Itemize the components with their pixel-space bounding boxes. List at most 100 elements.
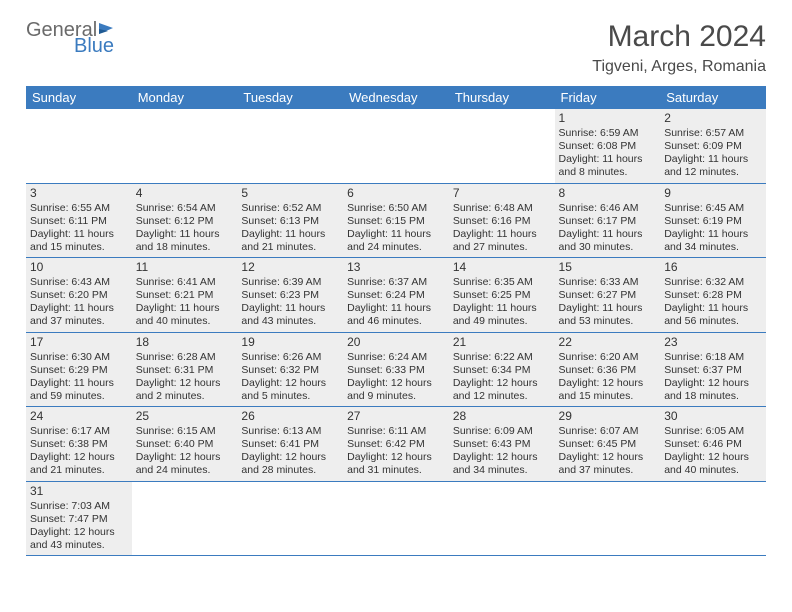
calendar-day-cell: 28Sunrise: 6:09 AMSunset: 6:43 PMDayligh… bbox=[449, 407, 555, 482]
daylight-text: Daylight: 12 hours and 9 minutes. bbox=[347, 377, 445, 403]
day-number: 29 bbox=[559, 409, 657, 424]
sunset-text: Sunset: 6:23 PM bbox=[241, 289, 339, 302]
daylight-text: Daylight: 12 hours and 37 minutes. bbox=[559, 451, 657, 477]
sunset-text: Sunset: 6:33 PM bbox=[347, 364, 445, 377]
calendar-day-cell: 4Sunrise: 6:54 AMSunset: 6:12 PMDaylight… bbox=[132, 183, 238, 258]
daylight-text: Daylight: 11 hours and 46 minutes. bbox=[347, 302, 445, 328]
day-number: 17 bbox=[30, 335, 128, 350]
day-number: 27 bbox=[347, 409, 445, 424]
daylight-text: Daylight: 11 hours and 56 minutes. bbox=[664, 302, 762, 328]
day-number: 18 bbox=[136, 335, 234, 350]
sunset-text: Sunset: 6:31 PM bbox=[136, 364, 234, 377]
daylight-text: Daylight: 12 hours and 40 minutes. bbox=[664, 451, 762, 477]
day-number: 12 bbox=[241, 260, 339, 275]
day-number: 3 bbox=[30, 186, 128, 201]
calendar-day-cell: 27Sunrise: 6:11 AMSunset: 6:42 PMDayligh… bbox=[343, 407, 449, 482]
sunset-text: Sunset: 6:08 PM bbox=[559, 140, 657, 153]
daylight-text: Daylight: 11 hours and 15 minutes. bbox=[30, 228, 128, 254]
sunset-text: Sunset: 6:45 PM bbox=[559, 438, 657, 451]
sunset-text: Sunset: 6:42 PM bbox=[347, 438, 445, 451]
sunrise-text: Sunrise: 6:33 AM bbox=[559, 276, 657, 289]
day-number: 28 bbox=[453, 409, 551, 424]
sunset-text: Sunset: 6:34 PM bbox=[453, 364, 551, 377]
sunset-text: Sunset: 6:38 PM bbox=[30, 438, 128, 451]
daylight-text: Daylight: 12 hours and 18 minutes. bbox=[664, 377, 762, 403]
calendar-day-cell: 1Sunrise: 6:59 AMSunset: 6:08 PMDaylight… bbox=[555, 109, 661, 183]
calendar-day-cell: 29Sunrise: 6:07 AMSunset: 6:45 PMDayligh… bbox=[555, 407, 661, 482]
sunrise-text: Sunrise: 6:07 AM bbox=[559, 425, 657, 438]
calendar-day-cell bbox=[343, 481, 449, 556]
sunrise-text: Sunrise: 6:43 AM bbox=[30, 276, 128, 289]
calendar-day-cell: 21Sunrise: 6:22 AMSunset: 6:34 PMDayligh… bbox=[449, 332, 555, 407]
sunset-text: Sunset: 6:15 PM bbox=[347, 215, 445, 228]
calendar-day-cell: 26Sunrise: 6:13 AMSunset: 6:41 PMDayligh… bbox=[237, 407, 343, 482]
calendar-day-cell bbox=[132, 481, 238, 556]
sunset-text: Sunset: 6:11 PM bbox=[30, 215, 128, 228]
sunrise-text: Sunrise: 6:50 AM bbox=[347, 202, 445, 215]
day-number: 25 bbox=[136, 409, 234, 424]
daylight-text: Daylight: 11 hours and 8 minutes. bbox=[559, 153, 657, 179]
sunset-text: Sunset: 6:27 PM bbox=[559, 289, 657, 302]
sunrise-text: Sunrise: 6:57 AM bbox=[664, 127, 762, 140]
weekday-header: Wednesday bbox=[343, 86, 449, 109]
daylight-text: Daylight: 12 hours and 43 minutes. bbox=[30, 526, 128, 552]
daylight-text: Daylight: 11 hours and 49 minutes. bbox=[453, 302, 551, 328]
day-number: 10 bbox=[30, 260, 128, 275]
calendar-week-row: 1Sunrise: 6:59 AMSunset: 6:08 PMDaylight… bbox=[26, 109, 766, 183]
location: Tigveni, Arges, Romania bbox=[592, 58, 766, 76]
calendar-day-cell: 30Sunrise: 6:05 AMSunset: 6:46 PMDayligh… bbox=[660, 407, 766, 482]
sunrise-text: Sunrise: 6:54 AM bbox=[136, 202, 234, 215]
day-number: 16 bbox=[664, 260, 762, 275]
sunset-text: Sunset: 6:12 PM bbox=[136, 215, 234, 228]
daylight-text: Daylight: 11 hours and 43 minutes. bbox=[241, 302, 339, 328]
daylight-text: Daylight: 12 hours and 28 minutes. bbox=[241, 451, 339, 477]
calendar-day-cell: 15Sunrise: 6:33 AMSunset: 6:27 PMDayligh… bbox=[555, 258, 661, 333]
day-number: 7 bbox=[453, 186, 551, 201]
day-number: 19 bbox=[241, 335, 339, 350]
sunset-text: Sunset: 7:47 PM bbox=[30, 513, 128, 526]
daylight-text: Daylight: 12 hours and 12 minutes. bbox=[453, 377, 551, 403]
calendar-day-cell: 7Sunrise: 6:48 AMSunset: 6:16 PMDaylight… bbox=[449, 183, 555, 258]
sunrise-text: Sunrise: 6:41 AM bbox=[136, 276, 234, 289]
sunrise-text: Sunrise: 6:26 AM bbox=[241, 351, 339, 364]
calendar-day-cell: 31Sunrise: 7:03 AMSunset: 7:47 PMDayligh… bbox=[26, 481, 132, 556]
calendar-day-cell: 2Sunrise: 6:57 AMSunset: 6:09 PMDaylight… bbox=[660, 109, 766, 183]
sunrise-text: Sunrise: 6:05 AM bbox=[664, 425, 762, 438]
calendar-week-row: 24Sunrise: 6:17 AMSunset: 6:38 PMDayligh… bbox=[26, 407, 766, 482]
calendar-day-cell: 3Sunrise: 6:55 AMSunset: 6:11 PMDaylight… bbox=[26, 183, 132, 258]
calendar-day-cell: 20Sunrise: 6:24 AMSunset: 6:33 PMDayligh… bbox=[343, 332, 449, 407]
sunrise-text: Sunrise: 7:03 AM bbox=[30, 500, 128, 513]
logo-text-2: Blue bbox=[74, 36, 119, 56]
sunset-text: Sunset: 6:37 PM bbox=[664, 364, 762, 377]
daylight-text: Daylight: 12 hours and 15 minutes. bbox=[559, 377, 657, 403]
sunset-text: Sunset: 6:21 PM bbox=[136, 289, 234, 302]
day-number: 2 bbox=[664, 111, 762, 126]
sunrise-text: Sunrise: 6:37 AM bbox=[347, 276, 445, 289]
day-number: 9 bbox=[664, 186, 762, 201]
sunrise-text: Sunrise: 6:39 AM bbox=[241, 276, 339, 289]
calendar-day-cell: 12Sunrise: 6:39 AMSunset: 6:23 PMDayligh… bbox=[237, 258, 343, 333]
calendar-day-cell: 25Sunrise: 6:15 AMSunset: 6:40 PMDayligh… bbox=[132, 407, 238, 482]
sunrise-text: Sunrise: 6:55 AM bbox=[30, 202, 128, 215]
title-block: March 2024 Tigveni, Arges, Romania bbox=[592, 20, 766, 76]
weekday-header: Saturday bbox=[660, 86, 766, 109]
calendar-day-cell: 13Sunrise: 6:37 AMSunset: 6:24 PMDayligh… bbox=[343, 258, 449, 333]
weekday-header-row: Sunday Monday Tuesday Wednesday Thursday… bbox=[26, 86, 766, 109]
sunrise-text: Sunrise: 6:48 AM bbox=[453, 202, 551, 215]
calendar-day-cell: 16Sunrise: 6:32 AMSunset: 6:28 PMDayligh… bbox=[660, 258, 766, 333]
calendar-day-cell: 24Sunrise: 6:17 AMSunset: 6:38 PMDayligh… bbox=[26, 407, 132, 482]
sunset-text: Sunset: 6:46 PM bbox=[664, 438, 762, 451]
sunrise-text: Sunrise: 6:18 AM bbox=[664, 351, 762, 364]
daylight-text: Daylight: 11 hours and 37 minutes. bbox=[30, 302, 128, 328]
weekday-header: Thursday bbox=[449, 86, 555, 109]
sunrise-text: Sunrise: 6:17 AM bbox=[30, 425, 128, 438]
calendar-day-cell: 14Sunrise: 6:35 AMSunset: 6:25 PMDayligh… bbox=[449, 258, 555, 333]
daylight-text: Daylight: 11 hours and 40 minutes. bbox=[136, 302, 234, 328]
calendar-day-cell: 8Sunrise: 6:46 AMSunset: 6:17 PMDaylight… bbox=[555, 183, 661, 258]
sunset-text: Sunset: 6:20 PM bbox=[30, 289, 128, 302]
day-number: 1 bbox=[559, 111, 657, 126]
day-number: 15 bbox=[559, 260, 657, 275]
day-number: 20 bbox=[347, 335, 445, 350]
calendar-day-cell bbox=[132, 109, 238, 183]
calendar-day-cell bbox=[449, 481, 555, 556]
